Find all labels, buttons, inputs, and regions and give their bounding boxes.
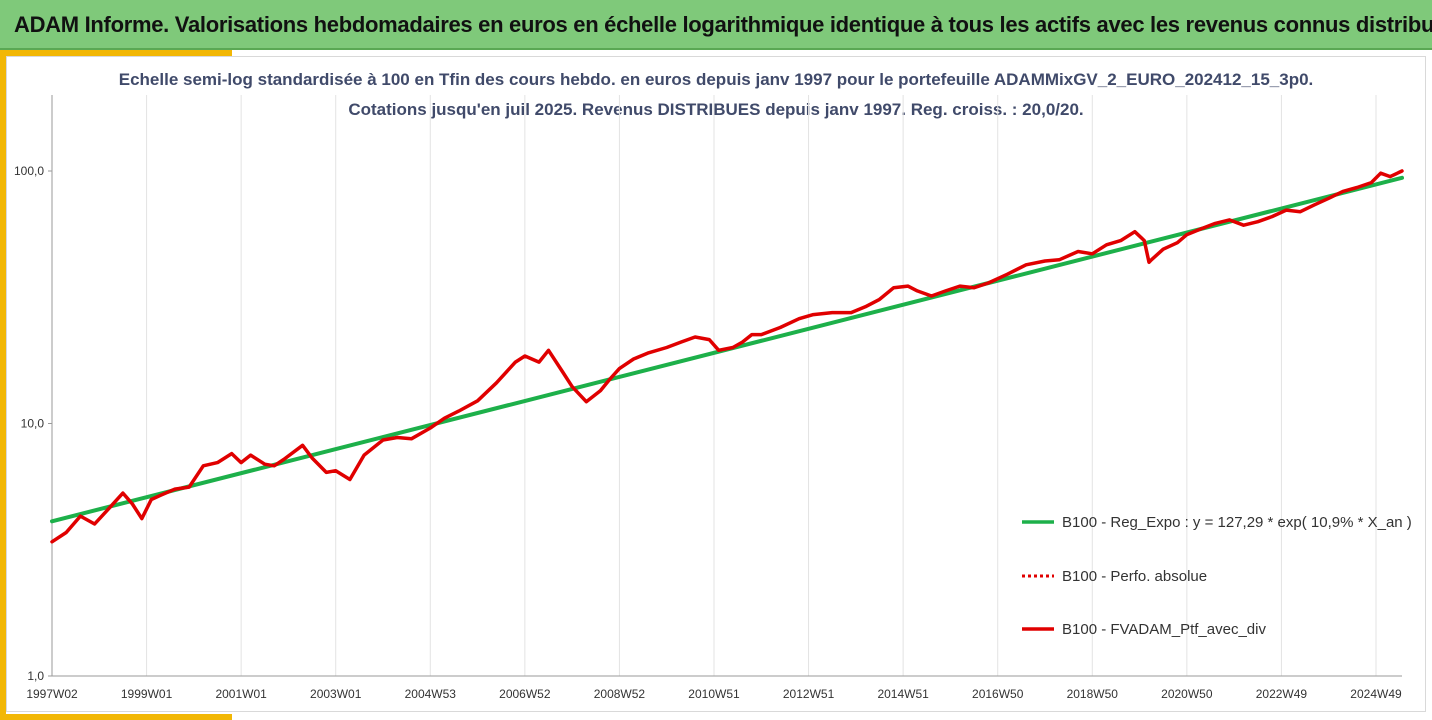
x-tick-label: 2004W53 xyxy=(405,687,457,701)
x-tick-label: 2012W51 xyxy=(783,687,835,701)
chart-legend: B100 - Reg_Expo : y = 127,29 * exp( 10,9… xyxy=(1022,514,1412,638)
x-tick-label: 2018W50 xyxy=(1067,687,1119,701)
chart-frame xyxy=(6,56,1426,712)
x-tick-label: 2022W49 xyxy=(1256,687,1308,701)
x-tick-label: 2020W50 xyxy=(1161,687,1213,701)
x-tick-label: 1997W02 xyxy=(26,687,78,701)
y-tick-label: 100,0 xyxy=(14,164,44,178)
chart-subtitle: Cotations jusqu'en juil 2025. Revenus DI… xyxy=(348,100,1084,119)
series-line-portfolio xyxy=(50,169,1404,544)
x-tick-label: 1999W01 xyxy=(121,687,173,701)
y-tick-label: 10,0 xyxy=(21,417,45,431)
legend-label: B100 - Reg_Expo : y = 127,29 * exp( 10,9… xyxy=(1062,514,1412,531)
x-tick-label: 2010W51 xyxy=(688,687,740,701)
y-tick-label: 1,0 xyxy=(27,669,44,683)
accent-bar-left xyxy=(0,50,6,720)
accent-bar-top xyxy=(0,50,232,56)
legend-label: B100 - FVADAM_Ptf_avec_div xyxy=(1062,621,1266,638)
chart-title: Echelle semi-log standardisée à 100 en T… xyxy=(118,70,1314,89)
x-tick-label: 2003W01 xyxy=(310,687,362,701)
x-tick-label: 2006W52 xyxy=(499,687,551,701)
x-tick-label: 2008W52 xyxy=(594,687,646,701)
chart-axes: 1997W02 1999W01 2001W01 2003W01 2004W53 2006W… xyxy=(14,95,1402,701)
series-layer xyxy=(50,169,1404,544)
legend-label: B100 - Perfo. absolue xyxy=(1062,568,1207,585)
chart-grid xyxy=(51,95,1377,676)
header-title: ADAM Informe. Valorisations hebdomadaire… xyxy=(14,12,1432,37)
accent-bar-bottom xyxy=(0,714,232,720)
header-bar: ADAM Informe. Valorisations hebdomadaire… xyxy=(0,0,1432,50)
x-tick-label: 2014W51 xyxy=(877,687,929,701)
x-tick-label: 2001W01 xyxy=(215,687,267,701)
x-tick-label: 2024W49 xyxy=(1350,687,1402,701)
x-tick-label: 2016W50 xyxy=(972,687,1024,701)
